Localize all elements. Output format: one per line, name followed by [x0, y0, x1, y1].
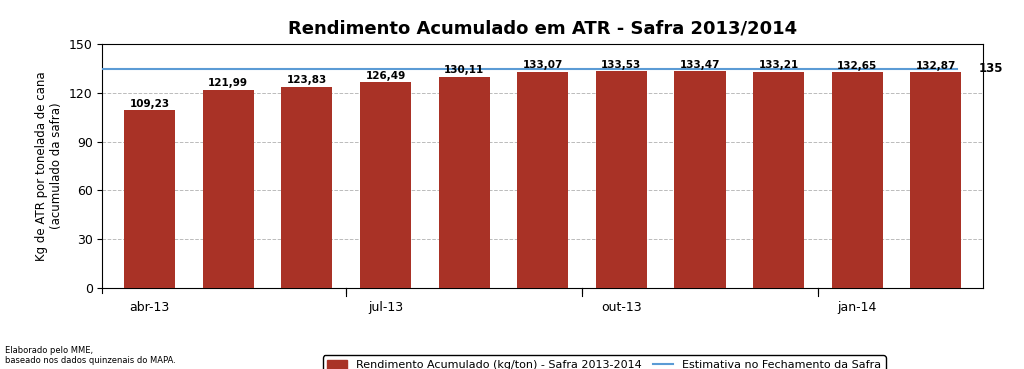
Text: 133,47: 133,47 [680, 60, 720, 70]
Bar [517, 72, 568, 288]
Legend: Rendimento Acumulado (kg/ton) - Safra 2013-2014, Estimativa no Fechamento da Saf: Rendimento Acumulado (kg/ton) - Safra 20… [323, 355, 886, 369]
Text: 135: 135 [979, 62, 1004, 75]
Text: 121,99: 121,99 [208, 79, 248, 89]
Text: jan-14: jan-14 [838, 301, 877, 314]
Bar [203, 90, 254, 288]
Bar [359, 82, 411, 288]
Bar [831, 72, 883, 288]
Text: 133,07: 133,07 [522, 61, 563, 70]
Text: 126,49: 126,49 [366, 71, 406, 81]
Bar [753, 72, 804, 288]
Text: Elaborado pelo MME,
baseado nos dados quinzenais do MAPA.: Elaborado pelo MME, baseado nos dados qu… [5, 346, 176, 365]
Text: 133,53: 133,53 [601, 60, 641, 70]
Text: 133,21: 133,21 [759, 60, 799, 70]
Text: abr-13: abr-13 [129, 301, 170, 314]
Text: 132,87: 132,87 [915, 61, 956, 71]
Bar [124, 110, 175, 288]
Text: jul-13: jul-13 [368, 301, 403, 314]
Text: 123,83: 123,83 [287, 76, 327, 86]
Bar [282, 87, 333, 288]
Bar [910, 72, 962, 288]
Title: Rendimento Acumulado em ATR - Safra 2013/2014: Rendimento Acumulado em ATR - Safra 2013… [288, 19, 798, 37]
Text: out-13: out-13 [601, 301, 642, 314]
Y-axis label: Kg de ATR por tonelada de cana
(acumulado da safra): Kg de ATR por tonelada de cana (acumulad… [35, 71, 63, 261]
Text: 132,65: 132,65 [837, 61, 878, 71]
Text: 109,23: 109,23 [129, 99, 170, 109]
Text: 130,11: 130,11 [444, 65, 484, 75]
Bar [596, 71, 647, 288]
Bar [438, 77, 489, 288]
Bar [675, 71, 726, 288]
